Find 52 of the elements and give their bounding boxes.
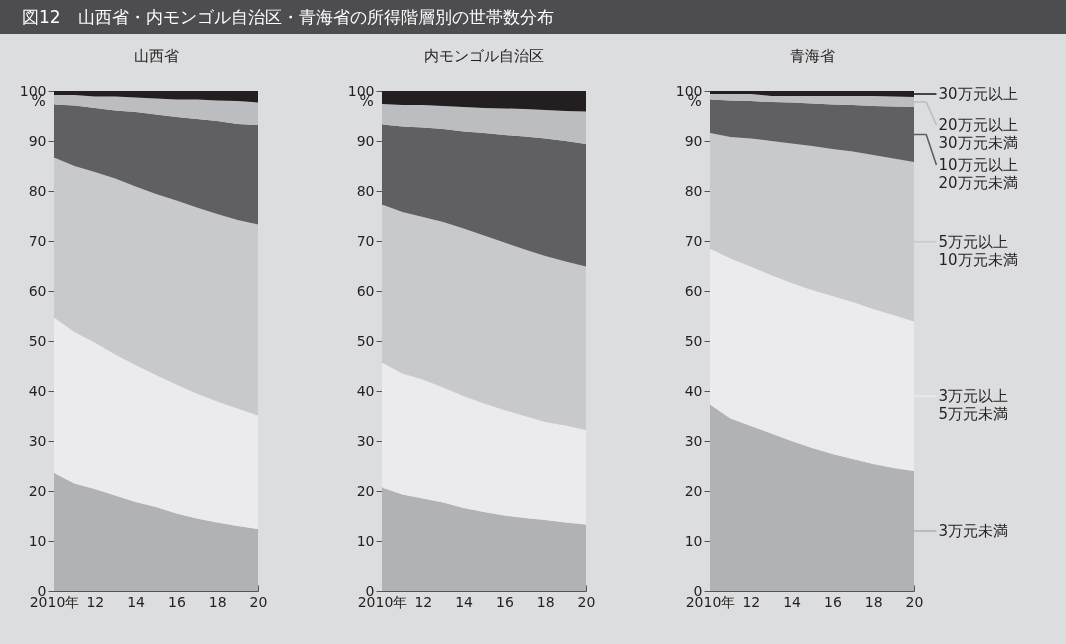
x-tick-label: 14 bbox=[127, 593, 146, 610]
y-tick-label: 70 bbox=[28, 232, 47, 249]
legend-label: 3万元以上 5万元未満 bbox=[938, 387, 1009, 424]
x-tick-label: 12 bbox=[742, 593, 761, 610]
y-tick-label: 20 bbox=[684, 482, 703, 499]
y-tick-label: 60 bbox=[684, 282, 703, 299]
y-tick-label: 30 bbox=[28, 432, 47, 449]
y-tick-label: 30 bbox=[684, 432, 703, 449]
y-tick-label: 20 bbox=[28, 482, 47, 499]
y-tick-label: 90 bbox=[684, 132, 703, 149]
x-tick-label: 16 bbox=[823, 593, 842, 610]
x-tick-label: 18 bbox=[208, 593, 227, 610]
legend-label: 30万元以上 bbox=[938, 85, 1018, 103]
y-tick-label: 10 bbox=[28, 532, 47, 549]
x-tick-label: 16 bbox=[495, 593, 514, 610]
y-tick-label: 40 bbox=[356, 382, 375, 399]
y-tick-label: 60 bbox=[356, 282, 375, 299]
x-tick-label: 12 bbox=[414, 593, 433, 610]
chart-title: 図12 山西省・内モンゴル自治区・青海省の所得階層別の世帯数分布 bbox=[0, 0, 1066, 34]
y-tick-label: 70 bbox=[684, 232, 703, 249]
x-tick-label: 18 bbox=[536, 593, 555, 610]
y-tick-label: 90 bbox=[356, 132, 375, 149]
series-label: 10万元以上 20万元未満 bbox=[938, 156, 1018, 192]
y-tick-label: 40 bbox=[684, 382, 703, 399]
series-label: 20万元以上 30万元未満 bbox=[938, 116, 1018, 152]
chart-subtitle: 青海省 bbox=[789, 47, 835, 65]
y-tick-label: 50 bbox=[356, 332, 375, 349]
x-tick-label: 12 bbox=[86, 593, 105, 610]
legend-label: 5万元以上 10万元未満 bbox=[938, 232, 1018, 269]
y-tick-label: 80 bbox=[28, 182, 47, 199]
x-tick-label: 14 bbox=[455, 593, 474, 610]
x-tick-label: 18 bbox=[864, 593, 883, 610]
y-tick-label: 90 bbox=[28, 132, 47, 149]
y-tick-label: 80 bbox=[356, 182, 375, 199]
x-tick-label: 20 bbox=[905, 593, 924, 610]
y-tick-label: 20 bbox=[356, 482, 375, 499]
y-tick-label: 60 bbox=[28, 282, 47, 299]
y-tick-label: 80 bbox=[684, 182, 703, 199]
y-tick-label: 50 bbox=[684, 332, 703, 349]
y-tick-label: 10 bbox=[684, 532, 703, 549]
x-tick-label: 20 bbox=[577, 593, 596, 610]
x-tick-label: 16 bbox=[167, 593, 186, 610]
y-tick-label: 40 bbox=[28, 382, 47, 399]
legend-label: 3万元未満 bbox=[938, 522, 1009, 540]
y-tick-label: 50 bbox=[28, 332, 47, 349]
chart-subtitle: 内モンゴル自治区 bbox=[424, 47, 544, 65]
y-tick-label: 30 bbox=[356, 432, 375, 449]
y-tick-label: 10 bbox=[356, 532, 375, 549]
chart-subtitle: 山西省 bbox=[133, 47, 179, 65]
x-tick-label: 20 bbox=[249, 593, 268, 610]
x-tick-label: 14 bbox=[783, 593, 802, 610]
y-tick-label: 70 bbox=[356, 232, 375, 249]
